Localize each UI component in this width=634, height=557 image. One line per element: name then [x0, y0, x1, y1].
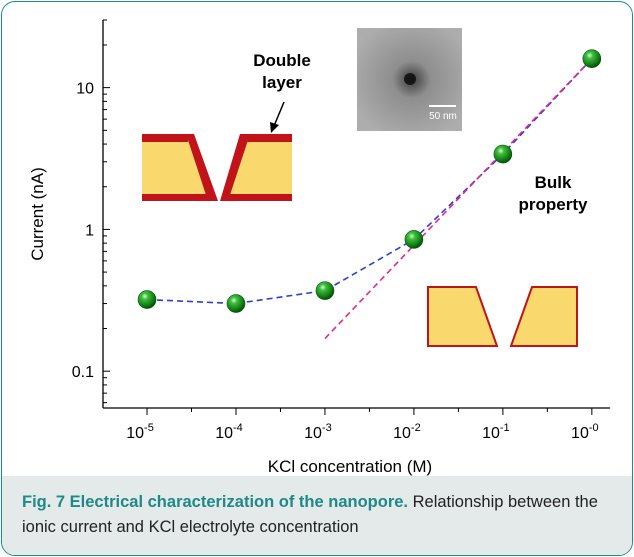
pink-fit-line — [324, 58, 593, 340]
data-point — [315, 281, 335, 300]
double-layer-label-line1: Double — [253, 51, 311, 70]
data-point — [404, 230, 424, 249]
x-tick-label: 10-4 — [215, 422, 243, 442]
caption-text: Relationship between the ionic current a… — [22, 493, 598, 536]
y-tick-label: 1 — [85, 222, 94, 239]
double-layer-label-line2: layer — [262, 73, 302, 92]
bulk-property-label-line2: property — [519, 195, 589, 214]
x-axis-title: KCl concentration (M) — [268, 457, 432, 476]
tem-image-inset: 50 nm — [357, 28, 462, 131]
y-tick-label: 0.1 — [72, 364, 94, 381]
y-axis-title: Current (nA) — [28, 167, 47, 261]
bulk-property-label-line1: Bulk — [535, 173, 572, 192]
data-point — [137, 290, 157, 309]
caption-title: Fig. 7 Electrical characterization of th… — [22, 493, 409, 511]
x-tick-label: 10-5 — [126, 422, 154, 442]
x-tick-label: 10-2 — [393, 422, 421, 442]
x-tick-label: 10-3 — [304, 422, 332, 442]
caption-box: Fig. 7 Electrical characterization of th… — [2, 476, 632, 555]
blue-fit-line — [146, 58, 593, 305]
data-point — [582, 49, 602, 69]
figure-caption: Fig. 7 Electrical characterization of th… — [22, 490, 617, 540]
data-point — [493, 144, 513, 164]
x-tick-label: 10-0 — [571, 422, 599, 442]
data-point — [226, 294, 246, 313]
pore-double-layer-icon — [142, 134, 292, 201]
y-tick-label: 10 — [76, 81, 94, 98]
chart: 0.1 1 10 10-5 10-4 10-3 10-2 10-1 10-0 50 nm Do… — [28, 19, 610, 476]
double-layer-arrow-icon — [270, 101, 285, 133]
x-tick-label: 10-1 — [482, 422, 510, 442]
pore-bulk-icon — [427, 286, 578, 347]
scale-bar-label: 50 nm — [429, 111, 457, 122]
